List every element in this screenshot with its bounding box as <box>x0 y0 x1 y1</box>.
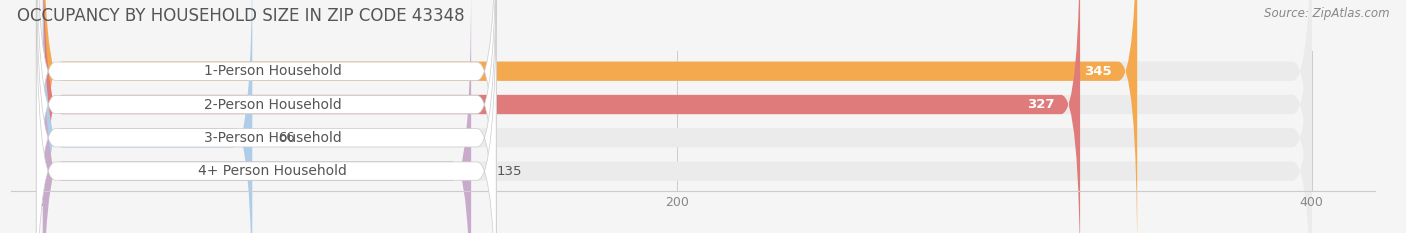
Text: 2-Person Household: 2-Person Household <box>204 98 342 112</box>
FancyBboxPatch shape <box>37 0 496 233</box>
Text: OCCUPANCY BY HOUSEHOLD SIZE IN ZIP CODE 43348: OCCUPANCY BY HOUSEHOLD SIZE IN ZIP CODE … <box>17 7 464 25</box>
Text: 3-Person Household: 3-Person Household <box>204 131 342 145</box>
Text: 66: 66 <box>277 131 294 144</box>
FancyBboxPatch shape <box>44 0 471 233</box>
FancyBboxPatch shape <box>44 0 1137 233</box>
Text: Source: ZipAtlas.com: Source: ZipAtlas.com <box>1264 7 1389 20</box>
FancyBboxPatch shape <box>44 0 1312 233</box>
Text: 327: 327 <box>1028 98 1054 111</box>
FancyBboxPatch shape <box>44 0 1312 233</box>
FancyBboxPatch shape <box>37 0 496 233</box>
Text: 4+ Person Household: 4+ Person Household <box>198 164 347 178</box>
FancyBboxPatch shape <box>37 0 496 233</box>
FancyBboxPatch shape <box>44 0 1312 233</box>
Text: 1-Person Household: 1-Person Household <box>204 64 342 78</box>
Text: 345: 345 <box>1084 65 1112 78</box>
FancyBboxPatch shape <box>44 0 252 233</box>
FancyBboxPatch shape <box>37 0 496 233</box>
FancyBboxPatch shape <box>44 0 1312 233</box>
Text: 135: 135 <box>496 164 522 178</box>
FancyBboxPatch shape <box>44 0 1080 233</box>
